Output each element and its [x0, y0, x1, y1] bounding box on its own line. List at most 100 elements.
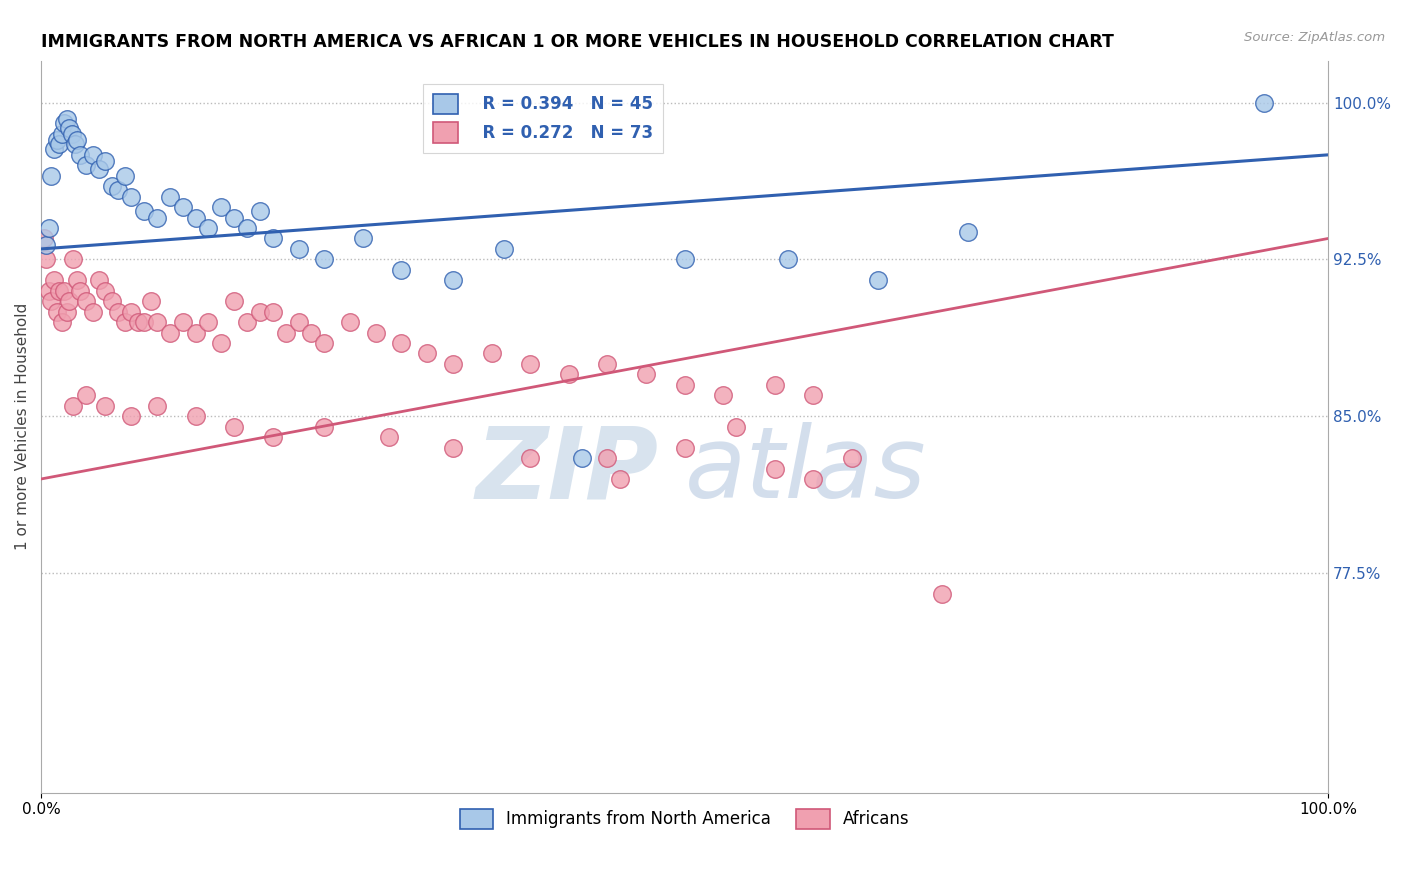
Point [120, 409, 142, 424]
Point [82, 148, 104, 162]
Point [48, 284, 70, 298]
Point [172, 200, 194, 214]
Point [262, 430, 284, 444]
Point [42, 142, 65, 156]
Point [82, 304, 104, 318]
Point [172, 315, 194, 329]
Point [41, 294, 63, 309]
Point [197, 221, 219, 235]
Text: atlas: atlas [685, 422, 927, 519]
Point [841, 451, 863, 466]
Point [519, 357, 541, 371]
Point [146, 211, 169, 225]
Point [236, 221, 259, 235]
Point [224, 419, 246, 434]
Point [51, 127, 73, 141]
Point [132, 315, 155, 329]
Point [314, 336, 336, 351]
Point [69, 148, 91, 162]
Point [66, 133, 89, 147]
Point [35, 237, 58, 252]
Point [634, 368, 657, 382]
Point [224, 211, 246, 225]
Point [596, 357, 619, 371]
Point [75, 294, 97, 309]
Point [58, 294, 80, 309]
Text: IMMIGRANTS FROM NORTH AMERICA VS AFRICAN 1 OR MORE VEHICLES IN HOUSEHOLD CORRELA: IMMIGRANTS FROM NORTH AMERICA VS AFRICAN… [41, 33, 1114, 51]
Point [339, 315, 361, 329]
Point [596, 451, 619, 466]
Point [274, 326, 297, 340]
Point [866, 273, 889, 287]
Point [391, 263, 413, 277]
Point [287, 315, 309, 329]
Point [609, 472, 631, 486]
Point [314, 419, 336, 434]
Point [956, 225, 979, 239]
Point [711, 388, 734, 402]
Point [801, 388, 824, 402]
Point [120, 304, 142, 318]
Point [262, 304, 284, 318]
Point [801, 472, 824, 486]
Point [249, 204, 271, 219]
Point [75, 158, 97, 172]
Point [519, 451, 541, 466]
Point [32, 231, 55, 245]
Point [146, 399, 169, 413]
Point [53, 284, 76, 298]
Point [494, 242, 516, 256]
Point [441, 273, 464, 287]
Point [673, 252, 696, 267]
Point [441, 357, 464, 371]
Point [287, 242, 309, 256]
Point [931, 587, 953, 601]
Point [62, 252, 84, 267]
Point [224, 294, 246, 309]
Point [184, 409, 207, 424]
Point [107, 304, 129, 318]
Point [364, 326, 387, 340]
Point [673, 377, 696, 392]
Point [139, 294, 162, 309]
Point [184, 211, 207, 225]
Point [197, 315, 219, 329]
Point [69, 284, 91, 298]
Legend: Immigrants from North America, Africans: Immigrants from North America, Africans [453, 802, 917, 836]
Point [481, 346, 503, 360]
Point [87, 273, 110, 287]
Point [571, 451, 593, 466]
Point [132, 204, 155, 219]
Point [159, 326, 181, 340]
Point [127, 315, 149, 329]
Point [62, 399, 84, 413]
Point [58, 120, 80, 135]
Point [184, 326, 207, 340]
Point [45, 304, 67, 318]
Point [75, 388, 97, 402]
Point [114, 169, 136, 183]
Point [56, 304, 79, 318]
Point [63, 137, 86, 152]
Point [41, 169, 63, 183]
Point [107, 183, 129, 197]
Point [66, 273, 89, 287]
Point [209, 200, 232, 214]
Point [352, 231, 374, 245]
Point [391, 336, 413, 351]
Point [38, 284, 60, 298]
Point [45, 133, 67, 147]
Point [159, 189, 181, 203]
Point [377, 430, 399, 444]
Point [53, 116, 76, 130]
Point [60, 127, 83, 141]
Point [38, 221, 60, 235]
Point [120, 189, 142, 203]
Point [87, 162, 110, 177]
Point [725, 419, 748, 434]
Y-axis label: 1 or more Vehicles in Household: 1 or more Vehicles in Household [15, 303, 30, 550]
Point [101, 179, 124, 194]
Point [763, 461, 786, 475]
Point [299, 326, 322, 340]
Point [94, 284, 117, 298]
